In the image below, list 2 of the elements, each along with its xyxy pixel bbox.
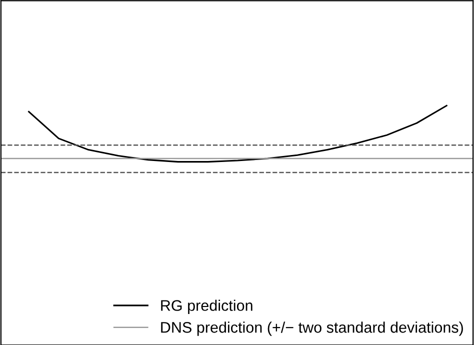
- legend-label: RG prediction: [161, 300, 252, 314]
- legend-label: DNS prediction (+/− two standard deviations): [161, 322, 463, 336]
